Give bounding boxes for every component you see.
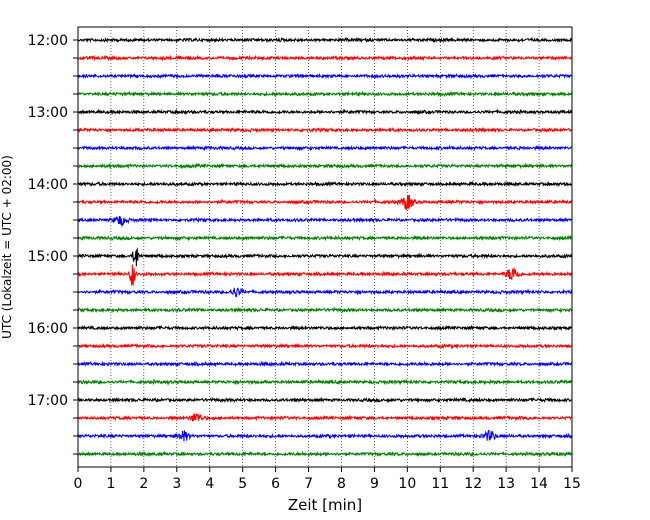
vertical-gridlines [110,27,540,467]
trace-1415 [77,194,573,211]
trace-1645 [77,378,573,386]
plot-frame [77,26,573,468]
trace-1430 [77,216,573,228]
trace-1200 [77,36,573,44]
x-tick-label: 0 [74,476,83,492]
y-tick-label: 13:00 [28,105,68,121]
x-tick-label: 2 [139,476,148,492]
trace-1515 [77,264,573,287]
y-tick-label: 12:00 [28,33,68,49]
x-tick-label: 13 [497,476,515,492]
y-axis-ticks: 12:00 13:00 14:00 15:00 16:00 17:00 [28,33,78,455]
trace-1400 [77,180,573,188]
x-tick-label: 5 [238,476,247,492]
trace-1245 [77,90,573,98]
trace-1700 [77,396,573,404]
y-axis-label: UTC (Lokalzeit = UTC + 02:00) [0,155,14,339]
x-axis-ticks: 0 1 2 3 4 5 6 7 8 9 10 11 12 13 14 15 [74,467,581,492]
trace-1230 [77,72,573,80]
y-tick-label: 14:00 [28,177,68,193]
y-tick-label: 17:00 [28,393,68,409]
x-axis-label: Zeit [min] [288,496,362,514]
trace-1715 [77,413,573,422]
trace-1300 [77,108,573,116]
y-tick-label: 16:00 [28,321,68,337]
trace-1600 [77,324,573,332]
trace-1345 [77,162,573,170]
x-tick-label: 12 [464,476,482,492]
x-tick-label: 4 [205,476,214,492]
y-tick-label: 15:00 [28,249,68,265]
trace-1315 [77,126,573,134]
x-tick-label: 10 [398,476,416,492]
trace-1330 [77,144,573,152]
x-tick-label: 14 [530,476,548,492]
trace-1500 [77,247,573,267]
x-tick-label: 1 [106,476,115,492]
x-tick-label: 11 [431,476,449,492]
x-tick-label: 6 [271,476,280,492]
x-tick-label: 15 [563,476,581,492]
trace-1215 [77,54,573,62]
trace-1545 [77,306,573,314]
trace-1615 [77,342,573,350]
trace-1445 [77,234,573,242]
trace-1530 [77,287,573,298]
trace-1630 [77,360,573,368]
x-tick-label: 3 [172,476,181,492]
trace-1745 [77,450,573,458]
x-tick-label: 7 [304,476,313,492]
x-tick-label: 8 [337,476,346,492]
seismograph-traces [77,36,573,458]
x-tick-label: 9 [370,476,379,492]
trace-1730 [77,429,573,442]
